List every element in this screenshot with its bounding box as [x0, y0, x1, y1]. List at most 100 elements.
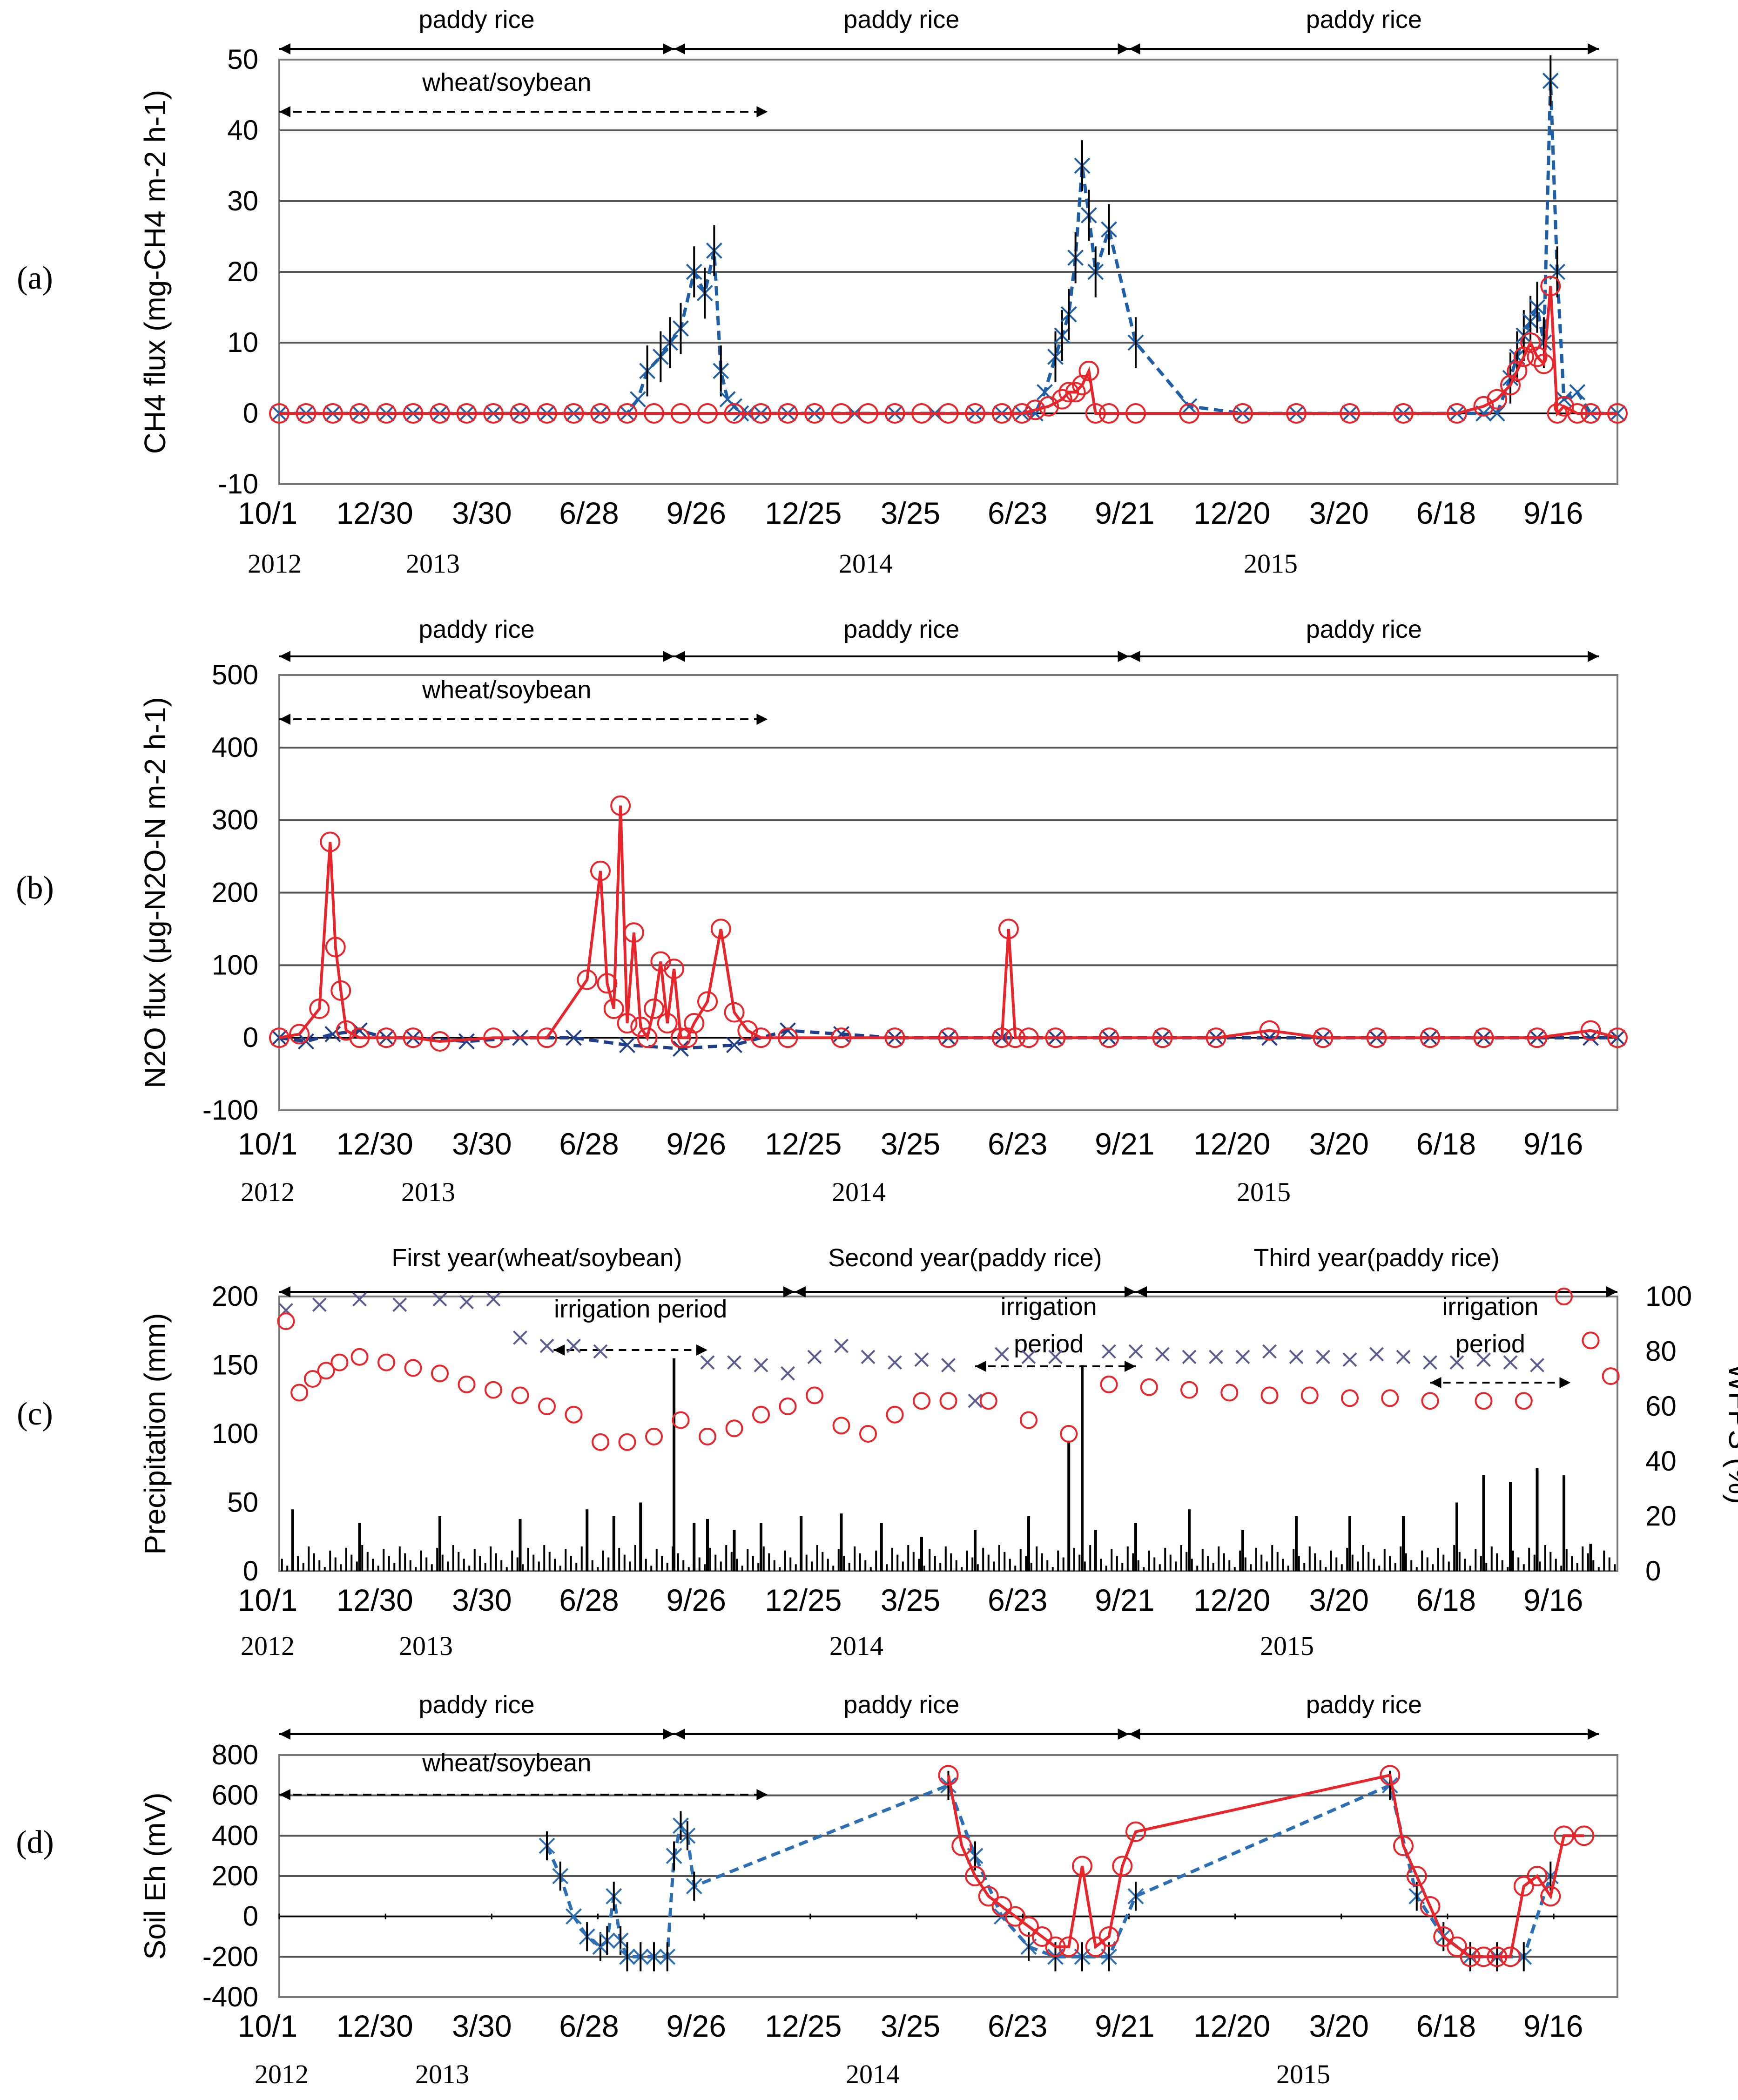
- data-point-o: [590, 860, 611, 881]
- date-tick-label: 12/25: [765, 496, 842, 530]
- data-point-o: [590, 403, 611, 424]
- data-point-o: [911, 403, 932, 424]
- wfps-point-o: [350, 1348, 369, 1366]
- data-point-o: [630, 1016, 651, 1037]
- data-point-o: [664, 959, 685, 979]
- data-point-o: [965, 403, 985, 424]
- date-tick-label: 6/23: [988, 1127, 1047, 1161]
- wfps-point-x: [1503, 1355, 1518, 1370]
- wfps-point-o: [886, 1405, 904, 1424]
- wfps-point-o: [377, 1353, 395, 1371]
- data-point-o: [510, 403, 531, 424]
- date-tick-label: 10/1: [238, 496, 297, 530]
- data-point-o: [323, 403, 343, 424]
- wfps-point-o: [592, 1433, 609, 1451]
- data-point-x: [726, 1037, 742, 1053]
- data-point-o: [1607, 1027, 1628, 1048]
- wfps-point-x: [566, 1338, 581, 1353]
- wfps-point-x: [1530, 1358, 1544, 1372]
- data-point-o: [1125, 403, 1146, 424]
- y-tick-label: 40: [227, 115, 258, 146]
- data-point-o: [1567, 403, 1588, 424]
- date-tick-label: 12/20: [1193, 1583, 1270, 1617]
- wfps-point-o: [752, 1405, 770, 1424]
- date-tick-label: 3/25: [881, 1583, 940, 1617]
- data-point-o: [376, 1027, 397, 1048]
- data-point-o: [1460, 1946, 1481, 1967]
- date-tick-label: 12/20: [1193, 496, 1270, 530]
- wfps-point-o: [1475, 1392, 1493, 1410]
- year-label: 2013: [415, 2059, 469, 2089]
- data-point-o: [858, 403, 878, 424]
- wfps-point-x: [1342, 1352, 1357, 1367]
- data-point-o: [1420, 1896, 1441, 1917]
- data-point-o: [670, 403, 691, 424]
- data-point-o: [1018, 1027, 1039, 1048]
- data-point-o: [1540, 276, 1561, 297]
- span-label: paddy rice: [843, 1691, 959, 1719]
- date-tick-label: 3/30: [452, 2009, 512, 2043]
- wfps-point-o: [1140, 1378, 1158, 1396]
- data-point-o: [1313, 1027, 1334, 1048]
- date-tick-label: 9/26: [666, 496, 726, 530]
- data-point-o: [1179, 403, 1199, 424]
- data-point-o: [1005, 1027, 1026, 1048]
- plot-frame: [278, 1296, 1618, 1572]
- date-tick-label: 6/28: [559, 1127, 619, 1161]
- y2-tick-label: 100: [1645, 1281, 1692, 1312]
- data-point-o: [325, 937, 346, 958]
- data-point-o: [430, 403, 450, 424]
- data-point-o: [751, 403, 771, 424]
- span-label: paddy rice: [1306, 1691, 1422, 1719]
- span-label: paddy rice: [1306, 615, 1422, 643]
- wfps-point-o: [979, 1392, 997, 1410]
- wfps-point-x: [700, 1355, 715, 1370]
- panel-letter: (d): [16, 1824, 54, 1860]
- data-point-o: [269, 1027, 290, 1048]
- date-tick-label: 12/30: [337, 1127, 413, 1161]
- date-tick-label: 6/18: [1416, 2009, 1476, 2043]
- data-point-o: [537, 403, 557, 424]
- data-point-o: [1098, 403, 1119, 424]
- wfps-point-x: [1128, 1344, 1143, 1359]
- date-tick-label: 12/30: [337, 2009, 413, 2043]
- y-tick-label: 400: [212, 1820, 258, 1851]
- date-tick-label: 9/26: [666, 2009, 726, 2043]
- date-tick-label: 6/23: [988, 1583, 1047, 1617]
- y-tick-label: 50: [227, 1487, 258, 1518]
- date-tick-label: 12/30: [337, 496, 413, 530]
- data-point-o: [1580, 403, 1601, 424]
- data-point-o: [336, 1020, 357, 1041]
- y-tick-label: 0: [243, 1901, 258, 1932]
- wfps-point-o: [913, 1392, 930, 1410]
- date-tick-label: 9/21: [1095, 1583, 1154, 1617]
- data-point-o: [1152, 1027, 1173, 1048]
- wfps-point-x: [727, 1355, 741, 1370]
- data-point-x: [458, 1033, 475, 1050]
- data-point-o: [1206, 1027, 1226, 1048]
- panel-letter: (a): [17, 260, 53, 296]
- date-tick-label: 6/23: [988, 496, 1047, 530]
- data-point-o: [644, 998, 664, 1019]
- data-point-o: [644, 403, 664, 424]
- y2-tick-label: 60: [1645, 1391, 1677, 1422]
- data-point-o: [603, 998, 624, 1019]
- wfps-point-o: [1602, 1367, 1620, 1385]
- wfps-point-o: [699, 1427, 716, 1445]
- y-tick-label: 0: [243, 398, 258, 429]
- y-axis-label: CH4 flux (mg-CH4 m-2 h-1): [138, 90, 172, 454]
- wfps-point-o: [1421, 1392, 1439, 1410]
- data-point-o: [1574, 1825, 1595, 1846]
- year-label: 2013: [406, 548, 460, 579]
- data-point-o: [1078, 360, 1099, 381]
- data-point-o: [537, 1027, 557, 1048]
- data-point-o: [403, 403, 424, 424]
- y-tick-label: -400: [202, 1981, 258, 2012]
- wfps-point-o: [1381, 1389, 1399, 1407]
- data-point-o: [349, 403, 370, 424]
- data-point-o: [1473, 1027, 1494, 1048]
- date-tick-label: 3/30: [452, 1127, 512, 1161]
- year-label: 2014: [839, 548, 893, 579]
- data-point-o: [1038, 396, 1059, 417]
- data-point-o: [623, 922, 644, 943]
